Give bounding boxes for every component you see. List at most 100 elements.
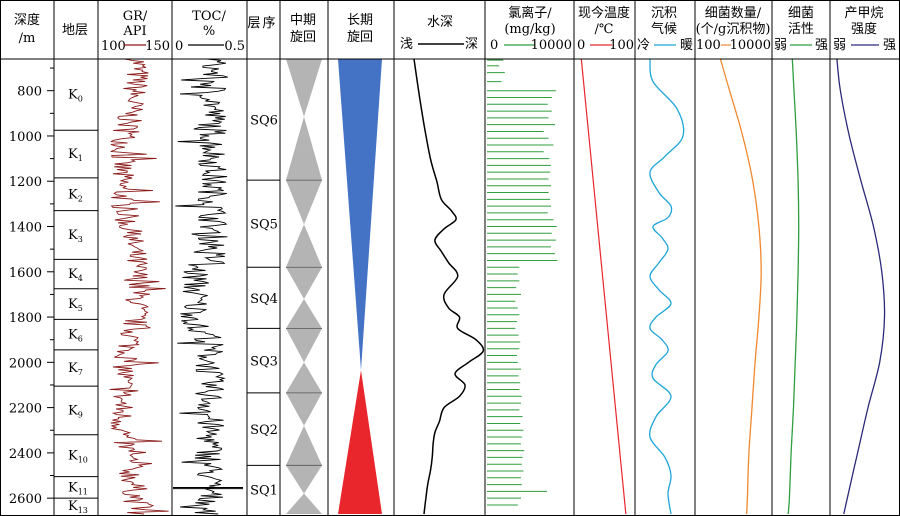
toc-max-label: 0.5 [224, 39, 245, 54]
methane-title-1: 产甲烷 [844, 6, 883, 21]
strata-label: K10 [68, 449, 88, 465]
water-depth-group [413, 58, 485, 515]
depth-tick-label: 2000 [9, 356, 42, 371]
sequence-label: SQ1 [250, 484, 278, 499]
long-cycle-column [338, 59, 382, 514]
mid-cycle-triangle [286, 425, 322, 466]
mid-cycle-title-2: 旋回 [290, 30, 316, 45]
depth-tick-label: 2400 [9, 447, 42, 462]
toc-unit: % [203, 24, 215, 39]
chloride-title: 氯离子/ [508, 5, 552, 21]
strata-label: K6 [68, 328, 83, 344]
climate-left-label: 冷 [637, 38, 650, 53]
mid-cycle-triangle [286, 298, 322, 329]
strata-label: K0 [68, 88, 83, 104]
methane-group [836, 58, 886, 515]
strata-label: K7 [68, 361, 83, 377]
mid-cycle-triangle [286, 180, 322, 225]
mid-cycle-triangle [286, 362, 322, 393]
mid-cycle-triangle [286, 328, 322, 363]
long-cycle-upper-triangle [338, 59, 382, 371]
chloride-min-label: 0 [490, 38, 498, 53]
bacteria-activity-right-label: 强 [815, 38, 828, 53]
temp-unit: /℃ [595, 22, 614, 37]
depth-tick-label: 1400 [9, 221, 42, 236]
bacteria-count-group [719, 58, 762, 515]
gr-unit: API [122, 24, 146, 39]
climate-title-1: 沉积 [651, 6, 677, 21]
chloride-max-label: 10000 [531, 38, 572, 53]
methane-curve [836, 58, 886, 515]
temp-min-label: 0 [577, 38, 585, 53]
toc-curve-group [173, 58, 243, 515]
depth-tick-label: 2200 [9, 402, 42, 417]
gr-min-label: 100 [101, 39, 126, 54]
sequence-title-1: 层 [247, 16, 260, 31]
depth-tick-label: 1600 [9, 266, 42, 281]
mid-cycle-triangle [286, 59, 322, 117]
depth-tick-label: 1000 [9, 130, 42, 145]
sequence-label: SQ3 [250, 355, 278, 370]
gr-curve [109, 58, 169, 515]
mid-cycle-title-1: 中期 [290, 13, 316, 28]
sequence-label: SQ2 [250, 423, 278, 438]
depth-axis: 800 1000 1200 1400 1600 1800 2000 2200 2400 2600 [9, 67, 54, 507]
legend-samples [124, 43, 879, 46]
toc-curve [175, 58, 228, 515]
strata-label: K1 [68, 147, 83, 163]
sequence-label: SQ4 [250, 292, 278, 307]
toc-title: TOC/ [192, 9, 226, 24]
long-cycle-title-1: 长期 [347, 13, 373, 28]
strata-label: K5 [68, 297, 83, 313]
bacteria-count-min-label: 100 [696, 38, 721, 53]
mid-cycle-column [286, 59, 322, 514]
temperature-line [580, 58, 627, 515]
depth-tick-label: 800 [17, 85, 42, 100]
sequence-label: SQ5 [250, 218, 278, 233]
strata-title: 地层 [62, 23, 88, 38]
toc-min-label: 0 [175, 39, 183, 54]
water-title: 水深 [427, 15, 453, 30]
climate-group [649, 58, 685, 515]
methane-left-label: 弱 [833, 38, 846, 53]
mid-cycle-triangle [286, 392, 322, 426]
bacteria-activity-curve [787, 58, 800, 515]
chloride-unit: (mg/kg) [504, 22, 555, 37]
sequence-label: SQ6 [250, 114, 278, 129]
climate-right-label: 暖 [680, 38, 693, 53]
water-depth-curve [413, 58, 485, 515]
bacteria-activity-left-label: 弱 [774, 38, 787, 53]
depth-tick-label: 1800 [9, 311, 42, 326]
temperature-group [580, 58, 627, 515]
header-row: 深度 /m 地层 GR/ API 100 150 TOC/ % 0 0.5 层 … [14, 5, 896, 54]
depth-title: 深度 [14, 12, 40, 28]
gr-max-label: 150 [145, 39, 170, 54]
bacteria-count-curve [719, 58, 762, 515]
water-left-label: 浅 [400, 37, 413, 52]
depth-tick-label: 2600 [9, 492, 42, 507]
strata-column: K0 K1 K2 K3 K4 K5 K6 K7 K9 K10 K11 K13 [54, 88, 98, 515]
gr-title: GR/ [123, 9, 148, 24]
mid-cycle-triangle [286, 267, 322, 299]
chloride-bars-group [487, 59, 558, 506]
strata-label: K4 [68, 267, 83, 283]
climate-curve [649, 58, 685, 515]
sequence-title-2: 序 [262, 16, 275, 31]
mid-cycle-triangle [286, 493, 322, 514]
depth-tick-label: 1200 [9, 175, 42, 190]
bacteria-activity-group [787, 58, 800, 515]
temp-max-label: 100 [609, 38, 634, 53]
long-cycle-title-2: 旋回 [347, 30, 373, 45]
strata-label: K13 [68, 499, 88, 515]
bacteria-count-unit: (个/g沉积物) [696, 22, 771, 37]
climate-title-2: 气候 [651, 21, 677, 37]
mid-cycle-triangle [286, 116, 322, 181]
bacteria-count-max-label: 10000 [730, 38, 771, 53]
long-cycle-lower-triangle [338, 370, 382, 514]
sequence-column: SQ6 SQ5 SQ4 SQ3 SQ2 SQ1 [247, 114, 280, 499]
depth-unit: /m [19, 31, 36, 46]
mid-cycle-triangle [286, 224, 322, 268]
water-right-label: 深 [465, 37, 478, 52]
